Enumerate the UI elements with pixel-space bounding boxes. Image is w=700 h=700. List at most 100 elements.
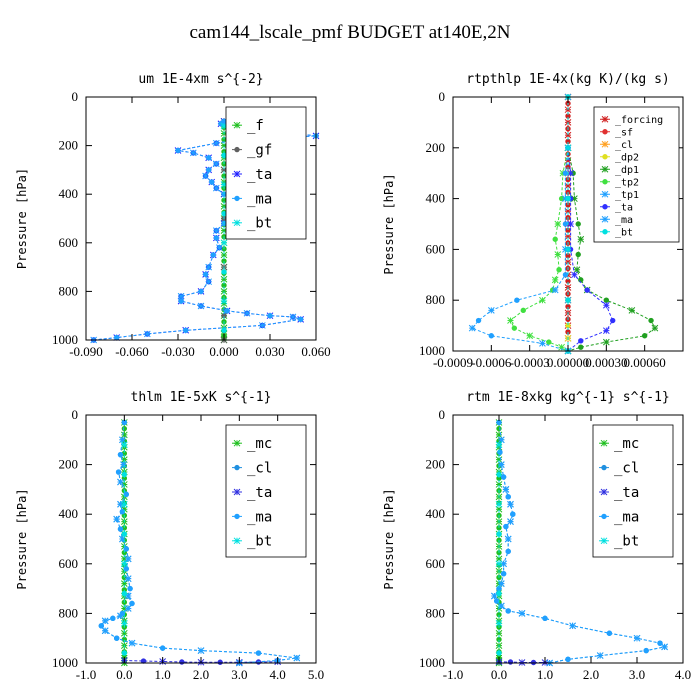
legend: _mc _cl _ta _ma _bt [225,424,307,558]
data-point [602,301,610,309]
legend-entry: _tp1 [615,190,639,201]
data-point [495,441,503,449]
data-point [514,297,520,303]
data-point [503,523,509,530]
legend-entry: _ta [614,485,639,501]
legend-entry: _mc [614,436,639,452]
y-tick-label: 800 [426,605,446,620]
data-point [220,251,228,259]
data-point [123,566,129,572]
legend-swatch-marker [234,146,240,153]
panel-title: thlm 1E-5xK s^{-1} [131,390,272,405]
data-point [552,236,558,242]
data-point [554,251,562,258]
y-tick-label: 0 [72,89,79,104]
data-point [120,456,128,463]
data-point [178,298,184,304]
data-point [507,659,514,665]
series-ma [98,419,301,667]
data-point [526,332,534,340]
y-tick-label: 600 [59,235,79,250]
series-line [471,147,569,352]
data-point [507,317,514,324]
legend-swatch-marker [234,513,240,520]
data-point [220,181,228,188]
legend-entry: _ma [247,191,272,207]
data-point [113,635,120,641]
data-point [603,297,610,303]
data-point [575,221,581,227]
data-point [267,313,273,319]
y-tick-label: 600 [426,241,446,256]
data-point [243,309,251,317]
x-tick-label: 1.0 [537,667,553,682]
legend-swatch-marker [233,121,241,129]
chart-panel-4: rtm 1E-8xkg kg^{-1} s^{-1} Pressure [hPa]… [382,390,691,682]
data-point [602,327,610,335]
legend-swatch-marker [601,190,609,198]
series-bt [120,441,128,656]
data-point [500,474,507,480]
data-point [520,307,526,314]
x-tick-label: 2.0 [583,667,599,682]
legend: _f _gf _ta _ma _bt [225,106,307,240]
data-point [98,623,105,629]
data-point [110,615,116,622]
data-point [182,327,189,333]
data-point [575,251,581,258]
data-point [507,500,514,508]
series-tp1 [468,144,572,354]
series-ta [495,658,549,666]
series-tp2 [507,145,571,354]
data-point [511,325,518,331]
legend-entry: _forcing [615,115,663,126]
legend-entry: _dp1 [615,165,639,176]
data-point [212,227,220,235]
data-point [496,590,502,597]
legend-entry: _sf [615,127,633,138]
data-point [554,220,562,228]
chart-panel-1: um 1E-4xm s^{-2} Pressure [hPa] -0.090 -0.0… [15,72,331,359]
y-tick-label: 400 [426,506,446,521]
y-tick-label: 0 [72,407,79,422]
data-point [121,425,128,432]
legend: _mc _cl _ta _ma _bt [592,424,674,558]
x-tick-label: 5.0 [308,667,324,682]
plot-frame [85,96,317,341]
data-point [128,639,136,647]
x-tick-label: 0.00000 [547,355,589,370]
y-tick-label: 200 [426,457,446,472]
y-tick-label: 1000 [419,343,445,358]
data-point [202,271,209,278]
data-point [567,169,574,177]
data-point [510,511,516,517]
data-point [661,643,668,651]
page-title: cam144_lscale_pmf BUDGET at140E,2N [190,22,511,43]
data-point [101,627,109,635]
data-point [120,619,128,627]
panel-title: rtpthlp 1E-4x(kg K)/(kg s) [466,72,670,87]
data-point [564,207,572,215]
data-point [641,333,648,339]
data-point [500,571,507,577]
legend-swatch-marker [602,204,608,210]
y-axis-label: Pressure [hPa] [382,488,396,589]
legend-swatch-marker [233,439,241,447]
y-tick-label: 400 [59,506,79,521]
legend: _forcing_sf _cl_dp2 _dp1_tp2 _tp1_ta _ma_bt [593,106,680,243]
chart-panel-3: thlm 1E-5xK s^{-1} Pressure [hPa] -1.0 0.0 1… [15,390,324,682]
x-tick-label: 1.0 [155,667,171,682]
legend-swatch-marker [602,154,608,160]
data-point [297,316,304,323]
data-point [120,461,127,468]
data-point [205,278,213,286]
data-point [497,436,505,444]
data-point [175,147,181,154]
data-point [123,546,129,552]
data-point [255,650,262,656]
legend-entry: _cl [614,461,639,477]
legend-entry: _cl [615,140,633,151]
data-point [539,296,546,304]
legend-swatch-marker [601,215,609,223]
data-point [502,486,510,493]
